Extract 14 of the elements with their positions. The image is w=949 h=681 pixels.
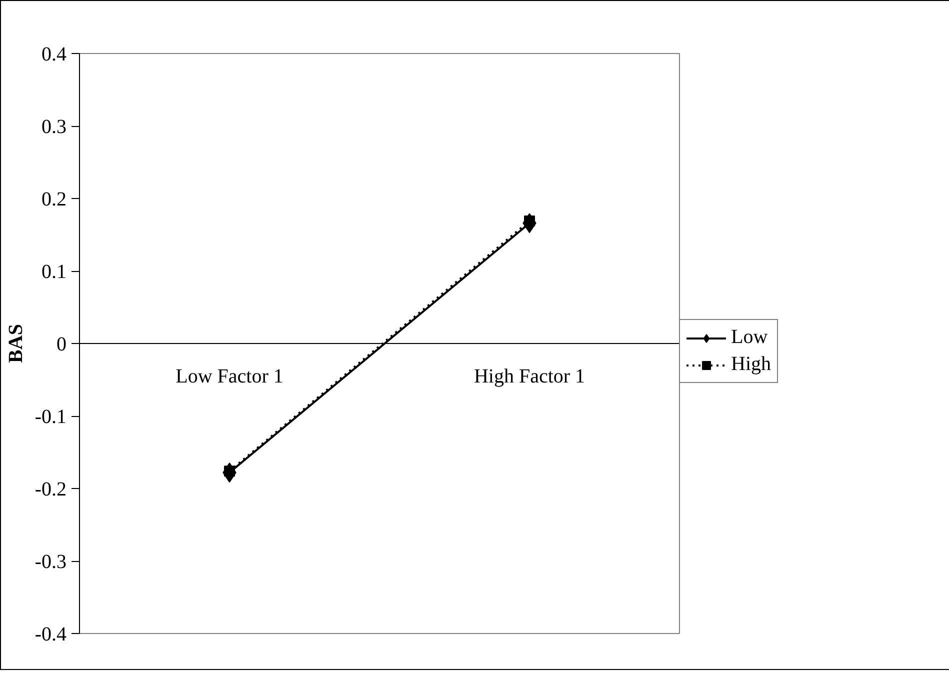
y-tick-label: -0.2 (34, 478, 67, 500)
legend-label: Low (731, 326, 768, 349)
y-tick-label: -0.3 (34, 551, 67, 573)
x-tick-label: Low Factor 1 (176, 366, 284, 388)
y-tick-label: -0.4 (34, 624, 67, 646)
x-tick-label: High Factor 1 (474, 366, 586, 388)
y-tick-label: 0.1 (42, 261, 66, 283)
y-tick-label: -0.1 (34, 406, 67, 428)
y-tick-label: 0.2 (42, 188, 66, 210)
y-axis-title: BAS (4, 324, 27, 363)
y-tick-label: 0.3 (42, 116, 66, 138)
y-tick-label: 0.4 (42, 44, 66, 66)
legend-label: High (731, 353, 771, 376)
y-tick-label: 0 (56, 334, 66, 356)
